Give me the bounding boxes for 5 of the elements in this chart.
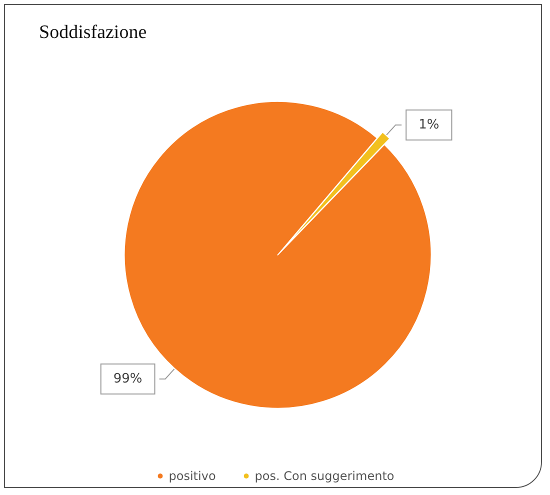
legend-label: pos. Con suggerimento — [254, 469, 394, 483]
data-label: 1% — [418, 117, 440, 132]
data-label: 99% — [113, 371, 142, 386]
chart-title: Soddisfazione — [39, 22, 147, 43]
legend-label: positivo — [168, 469, 216, 483]
